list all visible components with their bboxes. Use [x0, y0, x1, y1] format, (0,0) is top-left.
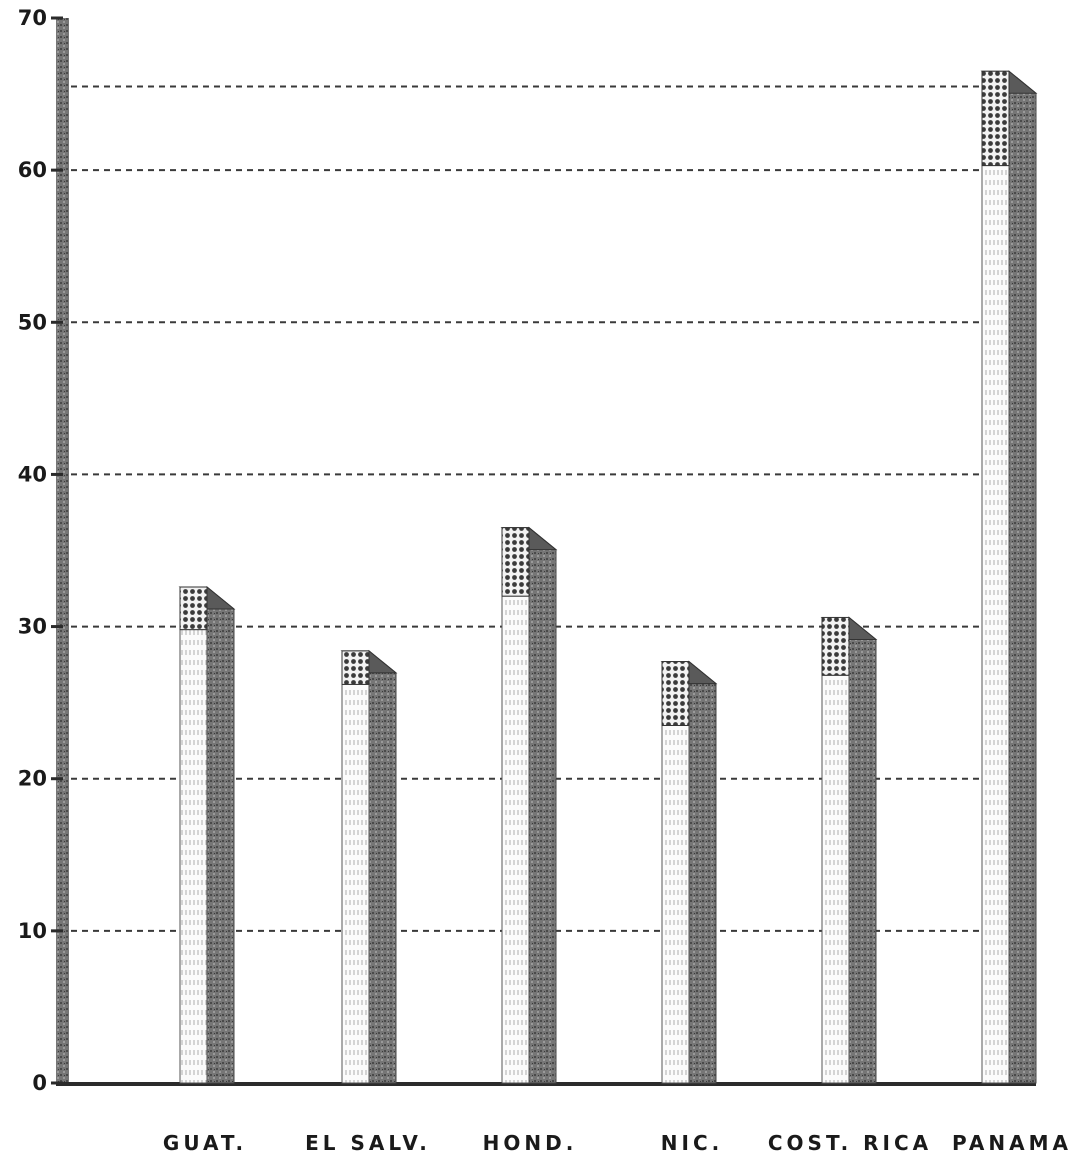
bar-base-2 [501, 595, 530, 1084]
bar-group-4 [820, 616, 878, 1084]
bars [178, 70, 1038, 1084]
x-category-label-2: HOND. [483, 1131, 578, 1155]
bar-side-0 [206, 585, 235, 1084]
bar-base-3 [661, 724, 690, 1084]
y-tick-label-40: 40 [18, 462, 47, 486]
bar-base-5 [981, 165, 1010, 1084]
bar-group-0 [178, 585, 236, 1084]
x-category-label-1: EL SALV. [305, 1131, 431, 1155]
bar-top-segment-2 [501, 527, 530, 597]
y-tick-label-50: 50 [18, 310, 47, 334]
bar-base-0 [179, 629, 208, 1084]
bar-top-segment-0 [179, 586, 208, 631]
bar-top-segment-1 [341, 650, 370, 685]
y-axis [56, 18, 69, 1085]
y-tick-labels: 0 10 20 30 40 50 60 70 [18, 6, 63, 1095]
bar-top-segment-4 [821, 616, 850, 676]
x-category-labels: GUAT. EL SALV. HOND. NIC. COST. RICA PANAMA [163, 1131, 1070, 1155]
y-tick-label-10: 10 [18, 919, 47, 943]
y-tick-label-20: 20 [18, 767, 47, 791]
bar-side-2 [528, 526, 557, 1084]
bar-top-segment-5 [981, 70, 1010, 167]
bar-side-5 [1008, 70, 1037, 1084]
y-tick-label-60: 60 [18, 158, 47, 182]
x-category-label-5: PANAMA [952, 1131, 1070, 1155]
x-category-label-4: COST. RICA [768, 1131, 932, 1155]
bar-group-3 [660, 660, 718, 1084]
y-tick-label-0: 0 [32, 1071, 47, 1095]
bar-group-5 [980, 70, 1038, 1084]
x-category-label-0: GUAT. [163, 1131, 247, 1155]
y-tick-label-30: 30 [18, 615, 47, 639]
x-category-label-3: NIC. [661, 1131, 723, 1155]
bar-top-segment-3 [661, 661, 690, 726]
bar-side-4 [848, 616, 877, 1084]
bar-side-1 [368, 649, 397, 1084]
bar-side-3 [688, 660, 717, 1084]
bar-base-1 [341, 683, 370, 1084]
bar-group-2 [500, 526, 558, 1084]
bar-base-4 [821, 674, 850, 1084]
axes [56, 18, 1036, 1086]
bar-group-1 [340, 649, 398, 1084]
y-tick-label-70: 70 [18, 6, 47, 30]
